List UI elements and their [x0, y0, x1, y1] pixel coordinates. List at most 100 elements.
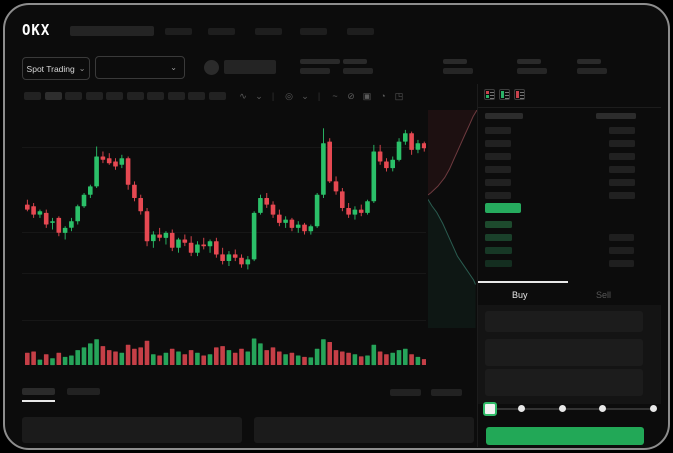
toolbar-divider: | [271, 91, 275, 101]
icon-line [490, 94, 494, 96]
screenshot-icon[interactable]: ▣ [362, 91, 372, 101]
slider-stop-dot[interactable] [559, 405, 566, 412]
gridline [22, 320, 426, 321]
app-root: OKX Spot Trading ⌄ ⌄ ∿ ⌄ | ◎ ⌄ | ~ ⊘ ▣ ◔ ◳ Buy Sell [5, 5, 668, 448]
icon-line [505, 91, 509, 93]
drawing-tools-icon[interactable]: ⊘ [347, 91, 355, 101]
orderbook-view-bids-icon[interactable] [499, 89, 510, 100]
bottom-tab-underline [22, 400, 55, 402]
indicators-caret-icon[interactable]: ⌄ [301, 91, 309, 101]
pair-select-dropdown[interactable]: ⌄ [95, 56, 185, 79]
candlestick-chart[interactable] [22, 111, 426, 285]
indicators-icon[interactable]: ◎ [285, 91, 293, 101]
timeframe-button[interactable] [126, 92, 144, 100]
volume-chart [25, 338, 426, 366]
icon-line [520, 91, 524, 93]
amount-slider-handle[interactable] [483, 402, 497, 416]
timeframe-button[interactable] [85, 92, 103, 100]
slider-stop-dot[interactable] [650, 405, 657, 412]
total-input[interactable] [485, 369, 643, 396]
bid-size-skeleton [609, 247, 634, 254]
price-input[interactable] [485, 311, 643, 332]
timeframe-button[interactable] [147, 92, 164, 100]
gridline [22, 147, 426, 148]
stat-value-skeleton [300, 68, 330, 74]
ask-size-skeleton [609, 192, 635, 199]
bottom-tab[interactable] [67, 388, 100, 395]
market-type-select[interactable]: Spot Trading ⌄ [22, 57, 90, 80]
icon-side-mark [501, 91, 504, 98]
ask-price-skeleton [485, 140, 511, 147]
icon-line [490, 97, 494, 99]
header-skeleton-bar [70, 26, 154, 36]
ask-price-skeleton [485, 192, 511, 199]
fullscreen-icon[interactable]: ◳ [394, 91, 404, 101]
nav-item-skeleton[interactable] [165, 28, 192, 35]
orderbook-view-both-icon[interactable] [484, 89, 495, 100]
timeframe-button[interactable] [188, 92, 205, 100]
bid-price-skeleton [485, 234, 512, 241]
timeframe-button[interactable] [65, 92, 82, 100]
bottom-tab-active[interactable] [22, 388, 55, 395]
orders-panel-skeleton [22, 417, 242, 443]
slider-stop-dot[interactable] [518, 405, 525, 412]
icon-bid-mark [486, 95, 489, 98]
tab-sell[interactable]: Sell [568, 281, 658, 310]
pair-name-skeleton [224, 60, 276, 74]
last-price-badge [485, 203, 521, 213]
timeframe-button[interactable] [167, 92, 185, 100]
ask-price-skeleton [485, 166, 511, 173]
bottom-right-skeleton [390, 389, 421, 396]
gridline [22, 273, 426, 274]
orderbook-header-skeleton [485, 113, 523, 119]
stat-value-skeleton [343, 68, 373, 74]
tab-buy[interactable]: Buy [478, 281, 568, 310]
icon-side-mark [516, 91, 519, 98]
icon-line [520, 97, 524, 99]
stat-label-skeleton [577, 59, 601, 64]
nav-item-skeleton[interactable] [208, 28, 235, 35]
orderbook-divider [478, 107, 661, 108]
stat-label-skeleton [517, 59, 541, 64]
market-type-label: Spot Trading [26, 63, 75, 74]
timeframe-button[interactable] [106, 92, 123, 100]
ask-price-skeleton [485, 127, 511, 134]
chart-style-icon[interactable]: ∿ [239, 91, 247, 101]
timeframe-button[interactable] [24, 92, 41, 100]
nav-item-skeleton[interactable] [300, 28, 327, 35]
chevron-down-icon: ⌄ [170, 62, 177, 72]
ask-size-skeleton [609, 127, 635, 134]
bid-price-skeleton [485, 260, 512, 267]
timeframe-button[interactable] [44, 92, 62, 100]
device-frame: OKX Spot Trading ⌄ ⌄ ∿ ⌄ | ◎ ⌄ | ~ ⊘ ▣ ◔ ◳ Buy Sell [3, 3, 670, 450]
depth-chart [428, 110, 477, 328]
amount-input[interactable] [485, 339, 643, 366]
chart-style-caret-icon[interactable]: ⌄ [255, 91, 263, 101]
ask-size-skeleton [609, 166, 635, 173]
ask-size-skeleton [609, 179, 635, 186]
stat-label-skeleton [343, 59, 367, 64]
nav-item-skeleton[interactable] [255, 28, 282, 35]
icon-line [505, 97, 509, 99]
tab-buy-label: Buy [512, 290, 528, 300]
nav-item-skeleton[interactable] [347, 28, 374, 35]
stat-value-skeleton [577, 68, 607, 74]
orderbook-header-skeleton [596, 113, 636, 119]
icon-ask-mark [486, 91, 489, 94]
pair-avatar [204, 60, 219, 75]
line-tools-icon[interactable]: ~ [332, 91, 338, 101]
gridline [22, 232, 426, 233]
slider-stop-dot[interactable] [599, 405, 606, 412]
bid-price-skeleton [485, 221, 512, 228]
orderbook-view-asks-icon[interactable] [514, 89, 525, 100]
bottom-right-skeleton [431, 389, 462, 396]
buy-submit-button[interactable] [486, 427, 644, 445]
stat-label-skeleton [300, 59, 340, 64]
amount-slider-track[interactable] [489, 408, 656, 410]
icon-line [505, 94, 509, 96]
history-icon[interactable]: ◔ [380, 91, 386, 101]
timeframe-button[interactable] [208, 92, 226, 100]
icon-line [520, 94, 524, 96]
ask-size-skeleton [609, 140, 635, 147]
stat-value-skeleton [443, 68, 473, 74]
